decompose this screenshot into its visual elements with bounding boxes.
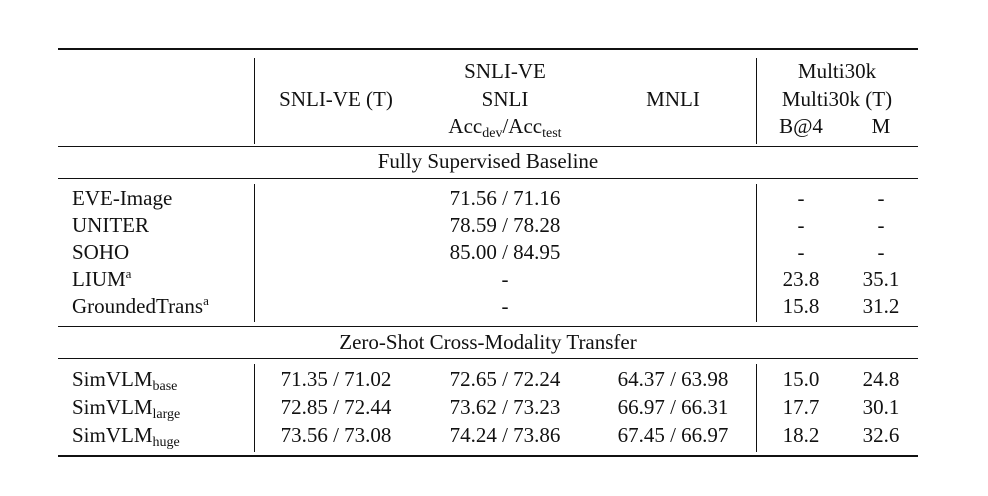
model-label: LIUM — [72, 267, 126, 291]
row-acc-value: - — [501, 267, 509, 291]
row-model-name: SimVLMbase — [72, 366, 178, 394]
row-m-value: 24.8 — [862, 367, 900, 391]
row-b4-value: 18.2 — [782, 423, 820, 447]
header-group-snlive: SNLI-VE — [464, 59, 546, 83]
row-b4-value: - — [797, 213, 805, 237]
section1-end-rule — [58, 326, 918, 327]
metric-separator: /Acc — [502, 114, 543, 138]
row-model-name: SOHO — [72, 240, 130, 264]
row-model-name: SimVLMhuge — [72, 422, 180, 450]
metric-test-subscript: test — [542, 126, 562, 141]
row-b4-value: 17.7 — [782, 395, 820, 419]
col-divider-left — [254, 184, 255, 322]
header-b4: B@4 — [779, 114, 823, 138]
row-m-value: 31.2 — [862, 294, 900, 318]
row-mnli-value: 66.97 / 66.31 — [617, 395, 729, 419]
top-rule — [58, 48, 918, 50]
col-divider-right — [756, 364, 757, 452]
section2-rule — [58, 358, 918, 359]
header-snli: SNLI — [481, 87, 529, 111]
section1-rule — [58, 178, 918, 179]
row-mnli-value: 67.45 / 66.97 — [617, 423, 729, 447]
model-size-subscript: large — [152, 407, 181, 422]
row-b4-value: - — [797, 240, 805, 264]
col-divider-right — [756, 58, 757, 144]
header-rule — [58, 146, 918, 147]
col-divider-right — [756, 184, 757, 322]
header-metric-acc: Accdev/Acctest — [405, 113, 605, 141]
row-m-value: - — [877, 213, 885, 237]
row-snli-value: 72.65 / 72.24 — [449, 367, 561, 391]
row-model-name: LIUMa — [72, 266, 131, 292]
row-snlive-t-value: 72.85 / 72.44 — [280, 395, 392, 419]
section-title-zero-shot: Zero-Shot Cross-Modality Transfer — [339, 330, 637, 354]
row-mnli-value: 64.37 / 63.98 — [617, 367, 729, 391]
model-label: SimVLM — [72, 423, 153, 447]
row-model-name: UNITER — [72, 213, 149, 237]
section-title-fully-supervised: Fully Supervised Baseline — [377, 149, 599, 173]
row-snli-value: 74.24 / 73.86 — [449, 423, 561, 447]
row-m-value: - — [877, 240, 885, 264]
model-label: GroundedTrans — [72, 294, 204, 318]
row-m-value: 30.1 — [862, 395, 900, 419]
row-snlive-t-value: 73.56 / 73.08 — [280, 423, 392, 447]
model-label: SimVLM — [72, 367, 153, 391]
row-model-name: EVE-Image — [72, 186, 173, 210]
row-snli-value: 73.62 / 73.23 — [449, 395, 561, 419]
row-b4-value: - — [797, 186, 805, 210]
header-mnli: MNLI — [646, 87, 700, 111]
row-m-value: - — [877, 186, 885, 210]
header-snlive-t: SNLI-VE (T) — [279, 87, 393, 111]
row-m-value: 35.1 — [862, 267, 900, 291]
row-snlive-t-value: 71.35 / 71.02 — [280, 367, 392, 391]
metric-acc-label: Acc — [448, 114, 483, 138]
row-acc-value: 71.56 / 71.16 — [449, 186, 561, 210]
footnote-marker: a — [203, 293, 209, 308]
model-size-subscript: huge — [152, 435, 180, 450]
col-divider-left — [254, 364, 255, 452]
row-model-name: SimVLMlarge — [72, 394, 181, 422]
row-acc-value: 78.59 / 78.28 — [449, 213, 561, 237]
model-size-subscript: base — [152, 379, 178, 394]
header-multi30k: Multi30k — [797, 59, 877, 83]
footnote-marker: a — [125, 266, 132, 281]
row-acc-value: 85.00 / 84.95 — [449, 240, 561, 264]
header-multi30k-t: Multi30k (T) — [781, 87, 893, 111]
header-m: M — [871, 114, 891, 138]
row-b4-value: 15.0 — [782, 367, 820, 391]
row-b4-value: 23.8 — [782, 267, 820, 291]
row-model-name: GroundedTransa — [72, 293, 209, 319]
model-label: SimVLM — [72, 395, 153, 419]
metric-dev-subscript: dev — [482, 126, 503, 141]
bottom-rule — [58, 455, 918, 457]
row-acc-value: - — [501, 294, 509, 318]
row-m-value: 32.6 — [862, 423, 900, 447]
col-divider-left — [254, 58, 255, 144]
row-b4-value: 15.8 — [782, 294, 820, 318]
